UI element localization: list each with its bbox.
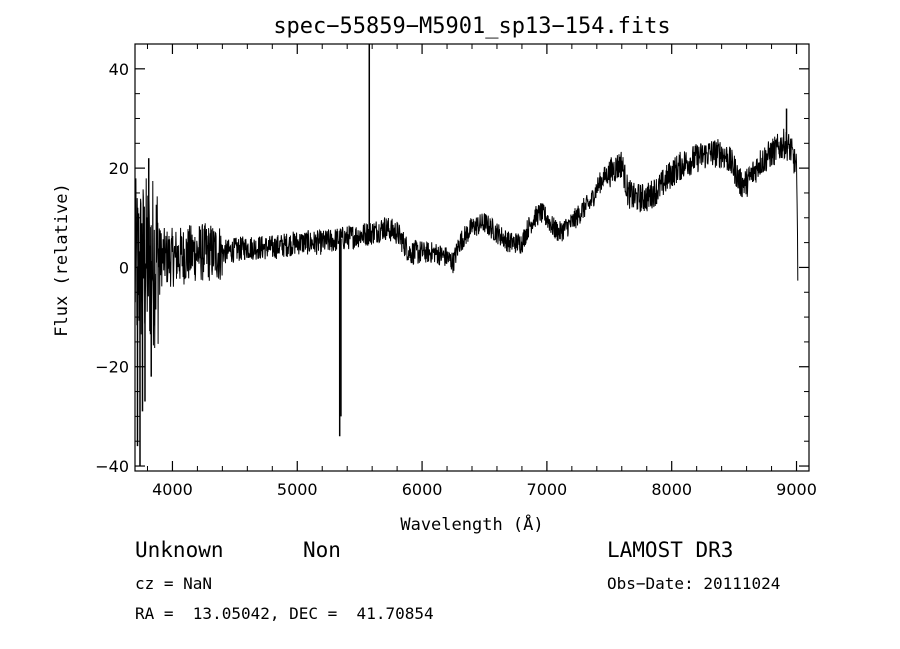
- ra-dec-coordinates: RA = 13.05042, DEC = 41.70854: [135, 604, 434, 623]
- spectrum-line: [134, 128, 799, 349]
- survey-name: LAMOST DR3: [607, 538, 734, 562]
- major-ticks: [135, 44, 809, 471]
- y-tick-label: −40: [95, 457, 129, 476]
- minor-ticks: [135, 43, 809, 471]
- observation-date: Obs−Date: 20111024: [607, 574, 781, 593]
- x-tick-label: 4000: [152, 480, 193, 499]
- y-tick-label: 20: [109, 159, 129, 178]
- redshift-cz: cz = NaN: [135, 574, 213, 593]
- x-tick-label: 6000: [402, 480, 443, 499]
- chart-title: spec−55859−M5901_sp13−154.fits: [273, 14, 670, 39]
- y-axis-label: Flux (relative): [52, 183, 72, 337]
- object-class: Unknown: [135, 538, 224, 562]
- y-tick-label: 0: [119, 258, 129, 277]
- x-tick-label: 8000: [651, 480, 692, 499]
- spectrum-area: [134, 44, 799, 467]
- x-axis-label: Wavelength (Å): [400, 513, 543, 535]
- x-tick-label: 7000: [527, 480, 568, 499]
- plot-frame: [134, 43, 810, 472]
- x-tick-label: 9000: [776, 480, 817, 499]
- y-tick-label: 40: [109, 60, 129, 79]
- tick-labels: 4000 5000 6000 7000 8000 9000 −40 −20 0 20 40: [95, 60, 817, 499]
- object-subclass: Non: [303, 538, 341, 562]
- x-tick-label: 5000: [277, 480, 318, 499]
- y-tick-label: −20: [95, 358, 129, 377]
- spectrum-spikes: [136, 44, 788, 467]
